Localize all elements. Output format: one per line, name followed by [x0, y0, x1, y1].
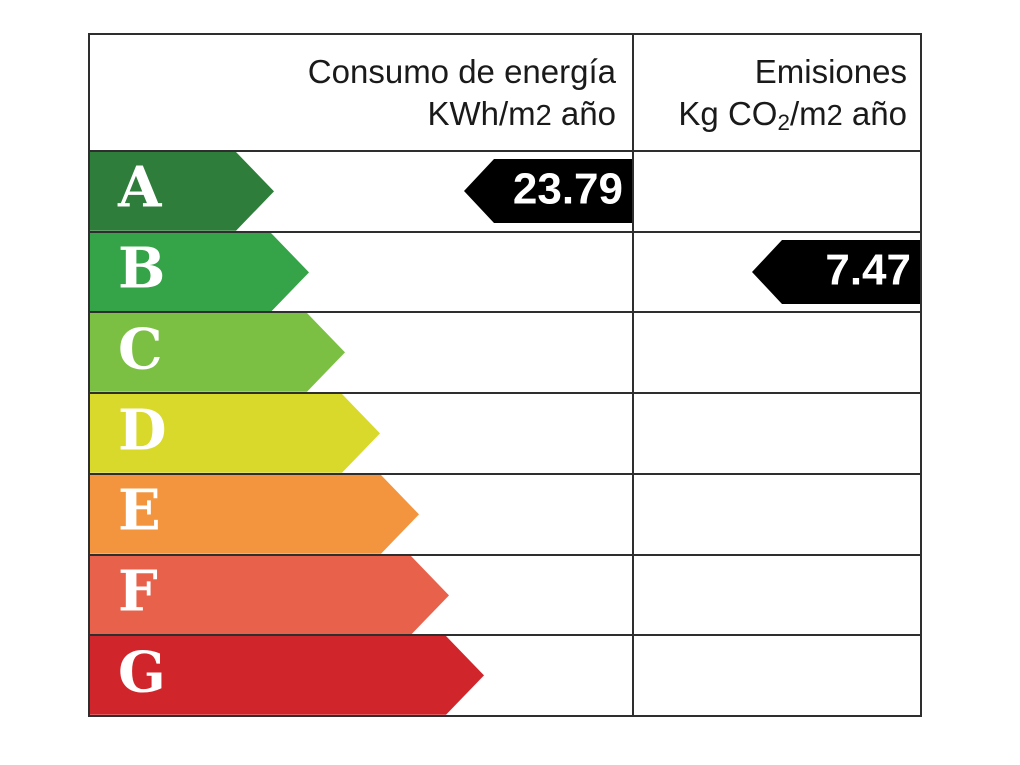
- rating-letter-b: B: [118, 235, 166, 302]
- emissions-cell-b: 7.47: [634, 233, 920, 312]
- energy-cell-b: B: [90, 232, 634, 312]
- header-row: Consumo de energía KWh/m2 año Emisiones …: [90, 35, 920, 150]
- rating-letter-e: E: [118, 477, 161, 544]
- rating-letter-f: F: [118, 558, 158, 625]
- rating-row-a: A 23.79: [90, 150, 920, 231]
- rating-letter-d: D: [118, 397, 167, 464]
- energy-cell-e: E: [90, 474, 634, 554]
- emissions-header-line1: Emisiones: [754, 53, 907, 90]
- rating-bar-arrow-e: [90, 474, 419, 554]
- rating-letter-g: G: [118, 639, 166, 706]
- rating-letter-c: C: [118, 316, 163, 383]
- emissions-cell-d: [634, 394, 920, 473]
- emissions-cell-g: [634, 636, 920, 715]
- rating-row-c: C: [90, 311, 920, 393]
- energy-value-arrow-shape: [464, 159, 632, 224]
- rating-rows: A 23.79 B 7.47 C: [90, 150, 920, 716]
- emissions-header-line2: Kg CO2/m2 año: [678, 95, 907, 136]
- energy-cell-d: D: [90, 394, 634, 473]
- rating-bar-arrow-g: [90, 636, 484, 716]
- energy-cell-c: C: [90, 313, 634, 393]
- energy-cell-a: A 23.79: [90, 152, 634, 231]
- emissions-cell-f: [634, 556, 920, 635]
- emissions-value-arrow-shape: [752, 240, 920, 305]
- rating-row-f: F: [90, 553, 920, 635]
- rating-bar-arrow-b: [90, 232, 309, 312]
- rating-bar-arrow-f: [90, 555, 449, 635]
- rating-bar-arrow-d: [90, 394, 380, 473]
- rating-row-d: D: [90, 392, 920, 473]
- energy-header-line2: KWh/m2 año: [427, 95, 616, 133]
- energy-label-panel: Consumo de energía KWh/m2 año Emisiones …: [88, 33, 922, 717]
- energy-value-arrow: 23.79: [464, 159, 632, 224]
- emissions-cell-e: [634, 475, 920, 554]
- energy-cell-g: G: [90, 636, 634, 716]
- emissions-cell-a: [634, 152, 920, 231]
- emissions-column-header: Emisiones Kg CO2/m2 año: [634, 35, 920, 150]
- rating-row-b: B 7.47: [90, 230, 920, 312]
- emissions-value-arrow: 7.47: [752, 240, 920, 305]
- emissions-cell-c: [634, 313, 920, 392]
- rating-bar-arrow-a: [90, 152, 274, 231]
- rating-row-g: G: [90, 634, 920, 716]
- energy-column-header: Consumo de energía KWh/m2 año: [90, 35, 634, 150]
- emissions-value-text: 7.47: [825, 245, 911, 295]
- rating-bar-arrow-c: [90, 313, 345, 393]
- rating-letter-a: A: [118, 155, 162, 222]
- energy-value-text: 23.79: [512, 164, 623, 214]
- rating-row-e: E: [90, 472, 920, 554]
- energy-cell-f: F: [90, 555, 634, 635]
- energy-header-line1: Consumo de energía: [307, 53, 616, 90]
